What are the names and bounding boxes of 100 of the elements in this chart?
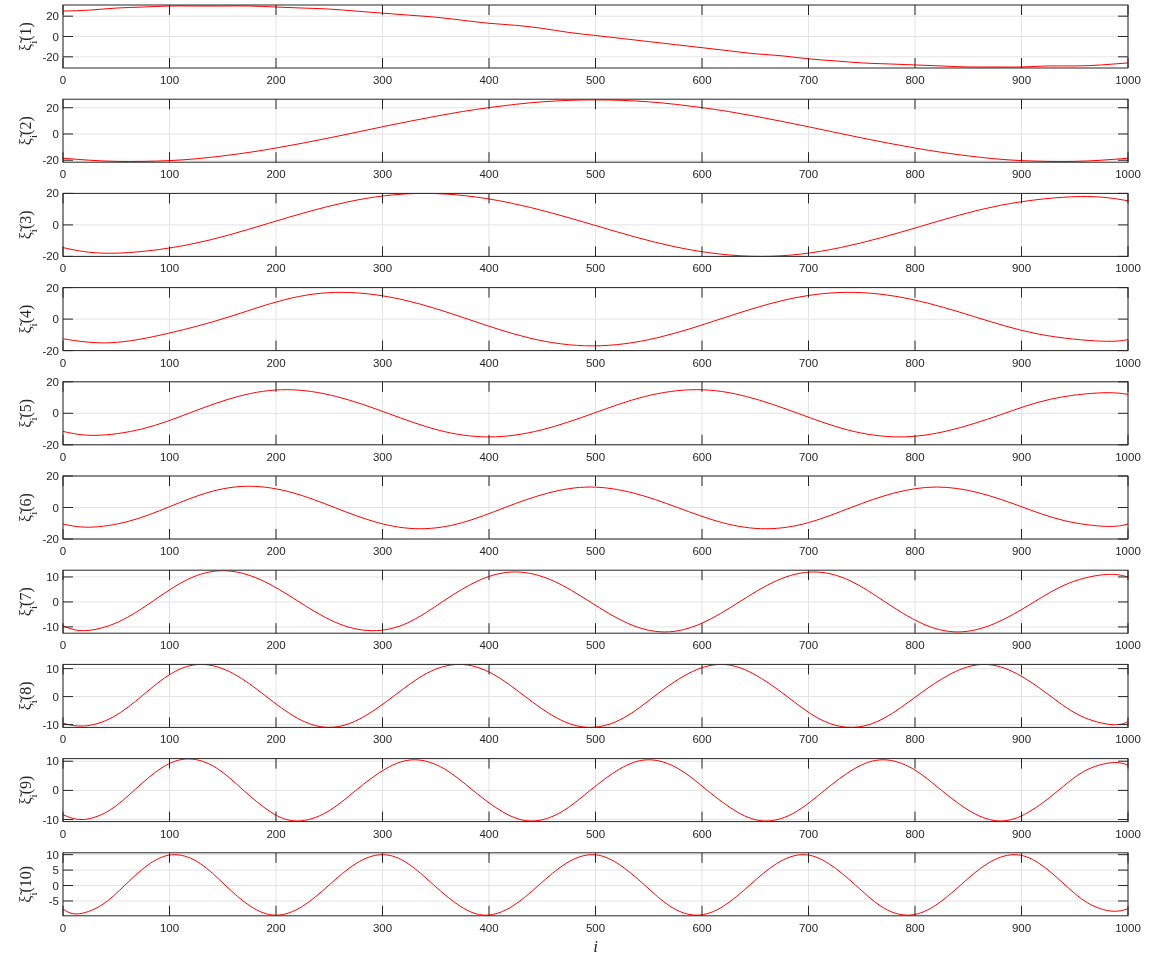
- x-tick-label: 100: [159, 639, 180, 652]
- x-tick-label: 300: [372, 74, 393, 86]
- y-tick-label: 0: [52, 313, 59, 326]
- x-tick-label: 1000: [1115, 450, 1141, 463]
- line-series: [63, 485, 1128, 530]
- x-tick-label: 200: [266, 356, 286, 369]
- x-tick-label: 700: [798, 827, 819, 840]
- y-tick-label: 0: [52, 128, 59, 141]
- x-tick-label: 700: [798, 921, 819, 934]
- x-tick-label: 400: [479, 733, 499, 746]
- x-tick-label: 300: [372, 733, 393, 746]
- x-tick-label: 1000: [1115, 733, 1141, 746]
- x-tick-label: 700: [798, 545, 819, 557]
- y-tick-label: -5: [48, 895, 59, 907]
- x-tick-label: 900: [1011, 74, 1032, 86]
- x-tick-label: 700: [798, 74, 819, 86]
- y-tick-label: -20: [42, 250, 59, 263]
- x-tick-label: 600: [692, 262, 712, 275]
- x-tick-label: 1000: [1115, 74, 1141, 86]
- x-tick-label: 600: [692, 639, 712, 652]
- x-tick-label: 100: [159, 921, 180, 934]
- x-tick-label: 100: [159, 262, 180, 275]
- x-tick-label: 200: [266, 545, 286, 557]
- y-tick-label: -10: [42, 718, 59, 731]
- y-tick-label: -20: [42, 533, 59, 546]
- line-series: [63, 570, 1128, 633]
- y-tick-label: 20: [46, 375, 59, 388]
- y-tick-label: -20: [42, 50, 59, 63]
- x-tick-label: 100: [159, 356, 180, 369]
- x-tick-label: 200: [266, 733, 286, 746]
- x-tick-label: 100: [159, 827, 180, 840]
- x-tick-label: 700: [798, 168, 819, 181]
- x-tick-label: 300: [372, 639, 393, 652]
- y-tick-label: 0: [52, 30, 59, 43]
- x-tick-label: 600: [692, 827, 712, 840]
- x-tick-label: 900: [1011, 450, 1032, 463]
- y-tick-label: 10: [46, 662, 59, 675]
- line-series: [63, 664, 1128, 728]
- x-axis-title: i: [593, 936, 599, 956]
- x-tick-label: 800: [905, 827, 925, 840]
- x-tick-label: 900: [1011, 262, 1032, 275]
- x-tick-label: 900: [1011, 733, 1032, 746]
- line-series: [63, 758, 1128, 822]
- x-tick-label: 200: [266, 827, 286, 840]
- line-series: [63, 291, 1128, 347]
- x-tick-label: 200: [266, 74, 286, 86]
- y-tick-label: -20: [42, 344, 59, 357]
- y-tick-label: 0: [52, 879, 59, 892]
- y-tick-label: 0: [52, 595, 59, 608]
- x-tick-label: 500: [585, 827, 606, 840]
- x-tick-label: 800: [905, 262, 925, 275]
- x-tick-label: 800: [905, 450, 925, 463]
- y-tick-label: 5: [52, 864, 59, 877]
- y-tick-label: 20: [46, 101, 59, 114]
- y-tick-label: -10: [42, 813, 59, 826]
- x-tick-label: 500: [585, 356, 606, 369]
- x-tick-label: 900: [1011, 921, 1032, 934]
- y-tick-label: 20: [46, 470, 59, 483]
- y-tick-label: 10: [46, 755, 59, 768]
- x-tick-label: 700: [798, 262, 819, 275]
- x-tick-label: 400: [479, 168, 499, 181]
- x-tick-label: 500: [585, 74, 606, 86]
- x-tick-label: 1000: [1115, 639, 1141, 652]
- x-tick-label: 500: [585, 450, 606, 463]
- y-tick-label: 20: [46, 281, 59, 294]
- x-tick-label: 100: [159, 168, 180, 181]
- x-tick-label: 400: [479, 639, 499, 652]
- x-tick-label: 900: [1011, 827, 1032, 840]
- y-tick-label: -20: [42, 154, 59, 167]
- x-tick-label: 400: [479, 262, 499, 275]
- x-tick-label: 200: [266, 639, 286, 652]
- x-tick-label: 500: [585, 733, 606, 746]
- x-tick-label: 800: [905, 168, 925, 181]
- line-series: [63, 193, 1128, 257]
- x-tick-label: 600: [692, 356, 712, 369]
- x-tick-label: 1000: [1115, 827, 1141, 840]
- x-tick-label: 300: [372, 262, 393, 275]
- x-tick-label: 400: [479, 356, 499, 369]
- y-tick-label: 10: [46, 570, 59, 583]
- x-tick-label: 600: [692, 545, 712, 557]
- x-tick-label: 300: [372, 168, 393, 181]
- line-series: [63, 389, 1128, 438]
- y-tick-label: 0: [52, 784, 59, 797]
- y-tick-label: 20: [46, 10, 59, 23]
- x-tick-label: 800: [905, 356, 925, 369]
- x-tick-label: 1000: [1115, 545, 1141, 557]
- line-series: [63, 99, 1128, 163]
- x-tick-label: 900: [1011, 545, 1032, 557]
- x-tick-label: 900: [1011, 639, 1032, 652]
- x-tick-label: 600: [692, 921, 712, 934]
- x-tick-label: 900: [1011, 168, 1032, 181]
- x-tick-label: 700: [798, 639, 819, 652]
- x-tick-label: 200: [266, 450, 286, 463]
- x-tick-label: 300: [372, 827, 393, 840]
- x-tick-label: 600: [692, 74, 712, 86]
- y-tick-label: 0: [52, 218, 59, 231]
- x-tick-label: 200: [266, 262, 286, 275]
- line-series: [63, 5, 1128, 68]
- x-tick-label: 400: [479, 827, 499, 840]
- x-tick-label: 400: [479, 450, 499, 463]
